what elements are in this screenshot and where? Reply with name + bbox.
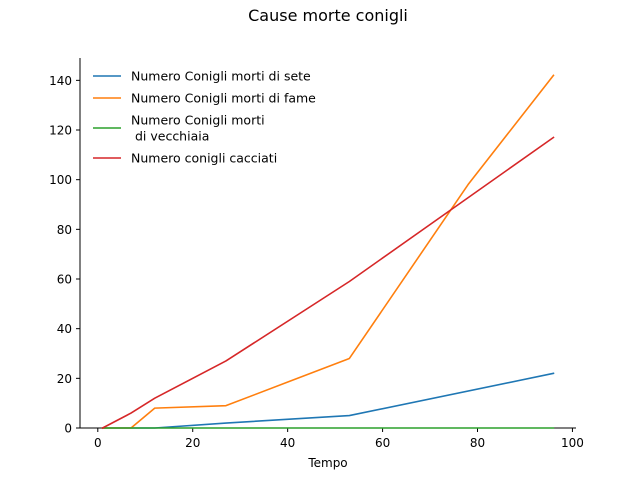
series-line [101, 136, 555, 430]
y-tick-label: 140 [49, 74, 72, 88]
legend-label: Numero Conigli morti di fame [131, 91, 316, 106]
legend: Numero Conigli morti di sete Numero Conig… [93, 69, 316, 166]
y-tick-label: 0 [64, 422, 72, 436]
y-tick-label: 100 [49, 173, 72, 187]
y-tick-label: 80 [57, 223, 72, 237]
x-tick-label: 20 [185, 436, 200, 450]
x-tick-label: 0 [94, 436, 102, 450]
legend-label: Numero Conigli morti di sete [131, 69, 311, 84]
y-tick-label: 20 [57, 372, 72, 386]
series-layer [101, 74, 555, 430]
x-axis-label: Tempo [307, 456, 347, 470]
ticks-layer: 0 20 40 60 80 100 0 20 40 60 80 100 120 140 [49, 74, 584, 450]
x-tick-label: 40 [280, 436, 295, 450]
series-line [101, 372, 555, 429]
y-tick-label: 60 [57, 273, 72, 287]
legend-label: Numero Conigli morti di vecchiaia [131, 113, 265, 144]
x-tick-label: 100 [561, 436, 584, 450]
y-tick-label: 40 [57, 322, 72, 336]
y-tick-label: 120 [49, 124, 72, 138]
legend-label: Numero conigli cacciati [131, 151, 277, 166]
chart-title: Cause morte conigli [248, 6, 408, 25]
x-tick-label: 80 [470, 436, 485, 450]
x-tick-label: 60 [375, 436, 390, 450]
